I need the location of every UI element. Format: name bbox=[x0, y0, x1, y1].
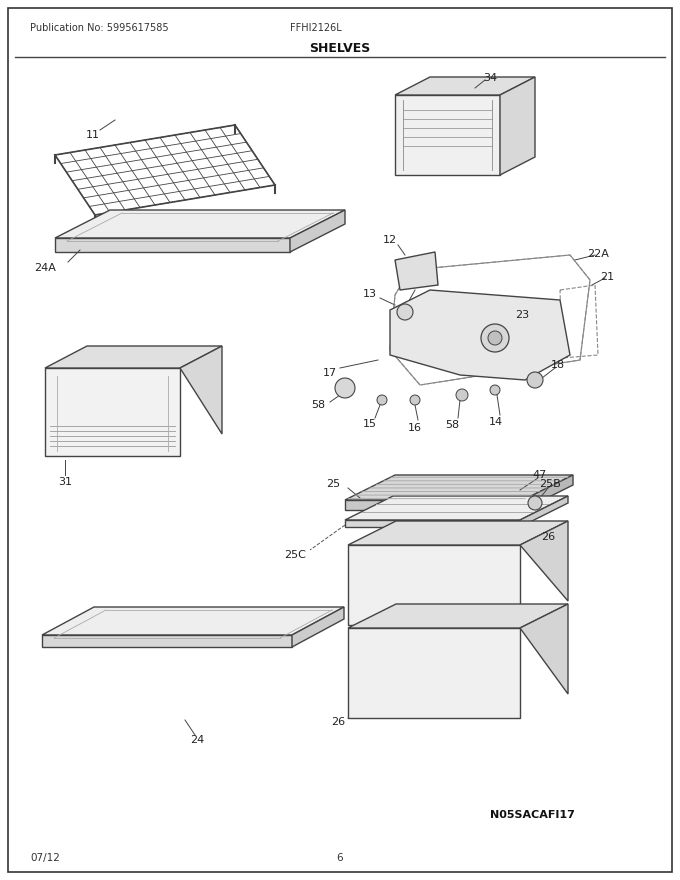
Text: SHELVES: SHELVES bbox=[309, 41, 371, 55]
Polygon shape bbox=[292, 607, 344, 647]
Circle shape bbox=[397, 304, 413, 320]
Circle shape bbox=[481, 324, 509, 352]
Polygon shape bbox=[390, 290, 570, 380]
Polygon shape bbox=[382, 480, 562, 481]
Text: 31: 31 bbox=[58, 477, 72, 487]
Polygon shape bbox=[290, 210, 345, 252]
Text: 24A: 24A bbox=[34, 263, 56, 273]
Polygon shape bbox=[523, 475, 573, 510]
Text: 17: 17 bbox=[323, 368, 337, 378]
Circle shape bbox=[490, 385, 500, 395]
Text: 24: 24 bbox=[190, 735, 204, 745]
Polygon shape bbox=[348, 604, 568, 628]
Polygon shape bbox=[520, 604, 568, 694]
Polygon shape bbox=[348, 521, 568, 545]
Polygon shape bbox=[345, 475, 573, 500]
Text: 25C: 25C bbox=[284, 550, 306, 560]
Text: 07/12: 07/12 bbox=[30, 853, 60, 863]
Text: 58: 58 bbox=[445, 420, 459, 430]
Text: 26: 26 bbox=[331, 717, 345, 727]
Text: Publication No: 5995617585: Publication No: 5995617585 bbox=[30, 23, 169, 33]
Text: 21: 21 bbox=[600, 272, 614, 282]
Text: 25B: 25B bbox=[539, 479, 561, 489]
Polygon shape bbox=[348, 628, 520, 718]
Text: 34: 34 bbox=[483, 73, 497, 83]
Text: 22A: 22A bbox=[587, 249, 609, 259]
Polygon shape bbox=[520, 496, 568, 527]
Text: 25: 25 bbox=[326, 479, 340, 489]
Polygon shape bbox=[345, 520, 520, 527]
Polygon shape bbox=[520, 521, 568, 601]
Polygon shape bbox=[45, 346, 222, 368]
Polygon shape bbox=[395, 252, 438, 290]
Text: 23: 23 bbox=[515, 310, 529, 320]
Circle shape bbox=[488, 331, 502, 345]
Circle shape bbox=[377, 395, 387, 405]
Text: FFHI2126L: FFHI2126L bbox=[290, 23, 342, 33]
Circle shape bbox=[456, 389, 468, 401]
Circle shape bbox=[410, 395, 420, 405]
Polygon shape bbox=[361, 491, 541, 492]
Text: 18: 18 bbox=[551, 360, 565, 370]
Polygon shape bbox=[348, 545, 520, 625]
Polygon shape bbox=[42, 635, 292, 647]
Polygon shape bbox=[390, 477, 569, 478]
Polygon shape bbox=[55, 210, 345, 238]
Text: 13: 13 bbox=[363, 289, 377, 299]
Text: 14: 14 bbox=[489, 417, 503, 427]
Text: 6: 6 bbox=[337, 853, 343, 863]
Polygon shape bbox=[500, 77, 535, 175]
Text: 15: 15 bbox=[363, 419, 377, 429]
Polygon shape bbox=[55, 238, 290, 252]
Text: 47: 47 bbox=[533, 470, 547, 480]
Polygon shape bbox=[345, 496, 568, 520]
Polygon shape bbox=[395, 95, 500, 175]
Polygon shape bbox=[42, 607, 344, 635]
Text: 12: 12 bbox=[383, 235, 397, 245]
Circle shape bbox=[527, 372, 543, 388]
Polygon shape bbox=[45, 368, 180, 456]
Polygon shape bbox=[180, 346, 222, 434]
Text: 16: 16 bbox=[408, 423, 422, 433]
Polygon shape bbox=[375, 484, 555, 485]
Polygon shape bbox=[345, 500, 523, 510]
Polygon shape bbox=[395, 77, 535, 95]
Text: 11: 11 bbox=[86, 130, 100, 140]
Circle shape bbox=[528, 496, 542, 510]
Polygon shape bbox=[347, 498, 526, 499]
Circle shape bbox=[335, 378, 355, 398]
Text: 58: 58 bbox=[311, 400, 325, 410]
Text: 26: 26 bbox=[541, 532, 555, 542]
Text: N05SACAFI17: N05SACAFI17 bbox=[490, 810, 575, 820]
